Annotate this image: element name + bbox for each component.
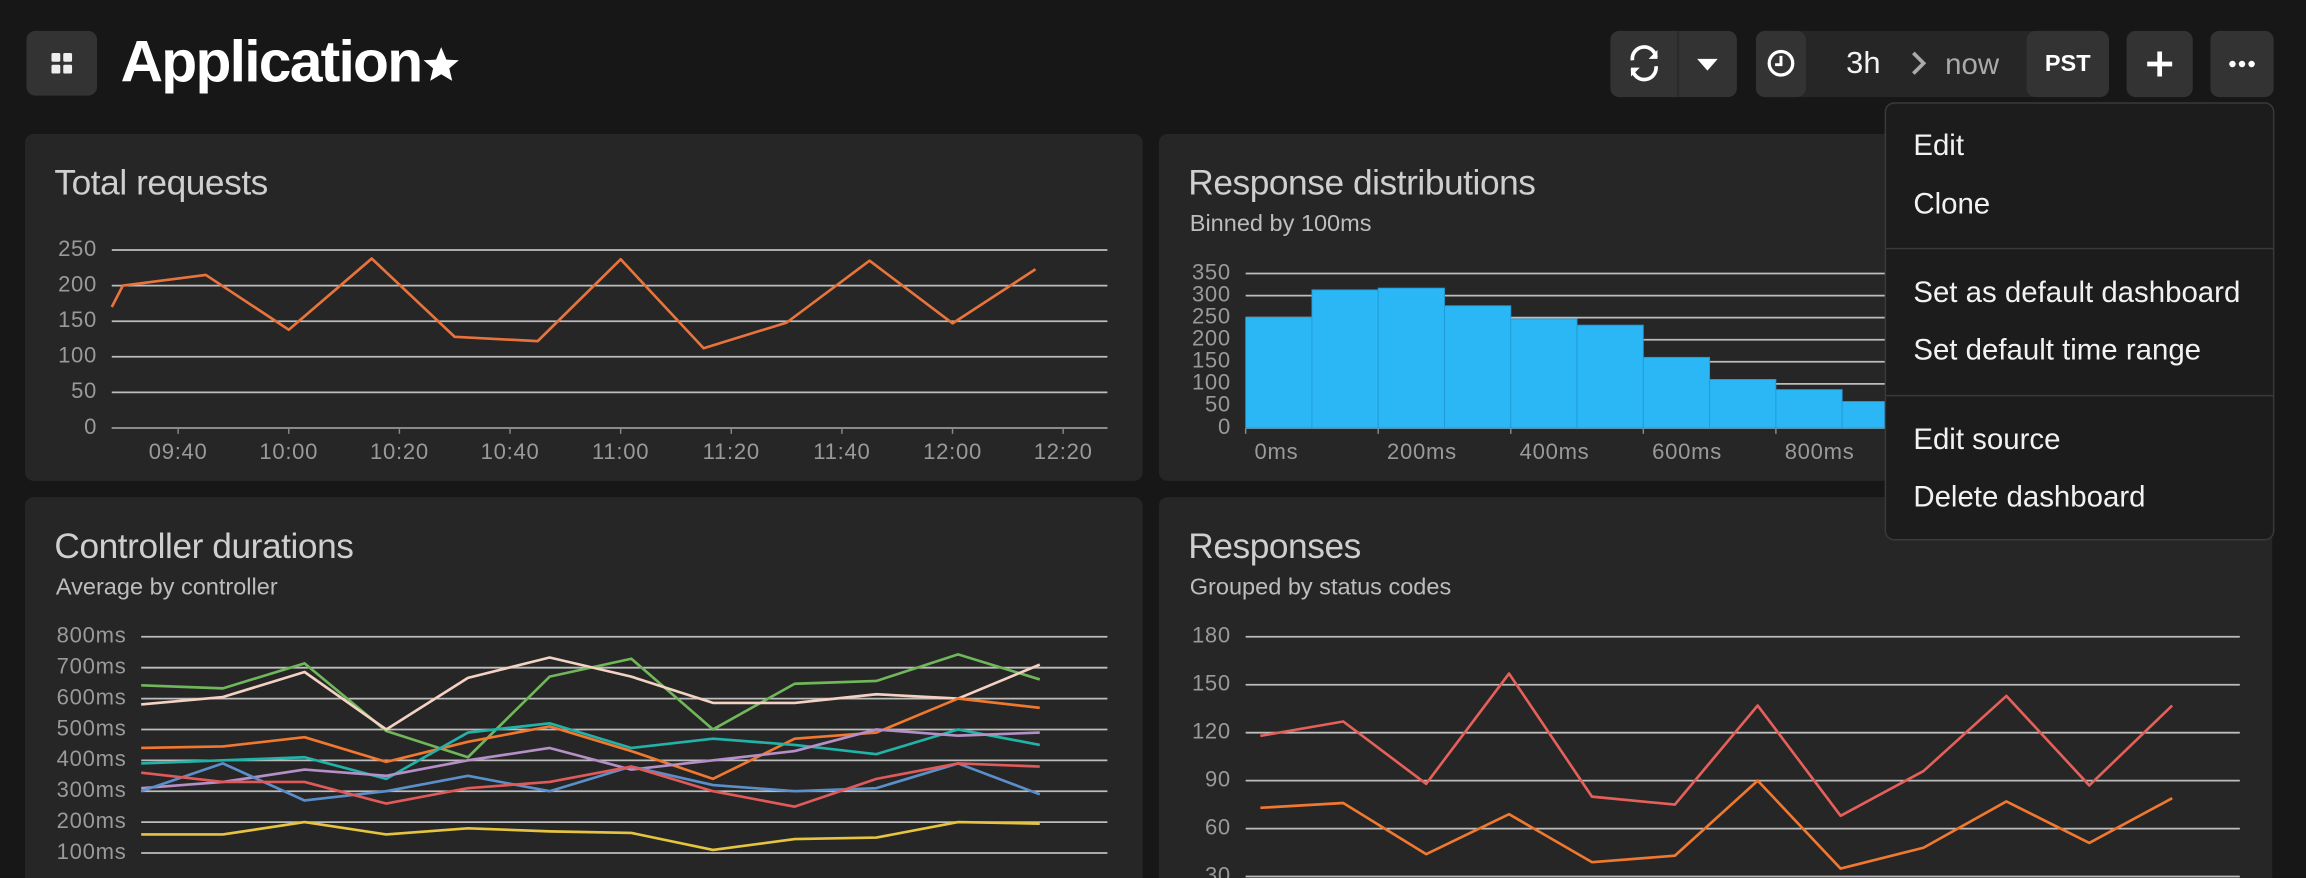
menu-item[interactable]: Edit: [1913, 129, 1964, 162]
y-tick-label: 250: [58, 236, 97, 261]
panel-title: Controller durations: [54, 527, 353, 566]
y-tick-label: 30: [1205, 862, 1231, 878]
favorite-star[interactable]: [423, 47, 459, 81]
y-tick-label: 350: [1192, 259, 1231, 284]
x-tick-label: 11:20: [703, 439, 760, 464]
panel-background: [25, 133, 1143, 481]
x-tick-label: 09:40: [149, 439, 208, 464]
y-tick-label: 0: [84, 414, 97, 439]
x-tick-label: 10:40: [481, 439, 540, 464]
y-tick-label: 400ms: [57, 746, 127, 771]
line-series: [1260, 779, 2173, 870]
y-tick-label: 200ms: [57, 808, 127, 833]
panel-subtitle: Average by controller: [56, 573, 278, 599]
line-series: [141, 820, 1040, 852]
x-tick-label: 0ms: [1254, 439, 1298, 464]
histogram-bar: [1245, 317, 1313, 429]
menu-item[interactable]: Set as default dashboard: [1913, 276, 2240, 309]
menu-item[interactable]: Clone: [1913, 188, 1990, 221]
line-series: [141, 762, 1040, 808]
y-tick-label: 250: [1192, 303, 1231, 328]
x-tick-label: 12:20: [1034, 439, 1093, 464]
panel-background: [1158, 497, 2273, 878]
panel: Total requests 0 50 100 150 200 250 09:40 10:00 1…: [25, 133, 1143, 481]
time-range: 3h: [1846, 45, 1880, 80]
panel-title: Total requests: [54, 164, 267, 203]
x-tick-label: 11:00: [592, 439, 649, 464]
y-tick-label: 0: [1218, 414, 1231, 439]
line-series: [110, 257, 1037, 350]
panel-title: Responses: [1188, 527, 1361, 566]
x-tick-label: 400ms: [1520, 439, 1590, 464]
panel-subtitle: Binned by 100ms: [1190, 210, 1372, 236]
y-tick-label: 800ms: [57, 623, 127, 648]
panel-subtitle: Grouped by status codes: [1190, 573, 1451, 599]
line-series: [141, 697, 1040, 781]
x-tick-label: 10:20: [370, 439, 429, 464]
panel: Controller durations Average by controlle…: [25, 497, 1143, 878]
y-tick-label: 200: [1192, 326, 1231, 351]
y-tick-label: 100: [58, 343, 97, 368]
menu-item[interactable]: Delete dashboard: [1913, 480, 2145, 513]
x-tick-label: 10:00: [259, 439, 318, 464]
line-series: [141, 728, 1040, 790]
y-tick-label: 500ms: [57, 715, 127, 740]
y-tick-label: 700ms: [57, 654, 127, 679]
add-panel-button[interactable]: [2126, 30, 2193, 98]
y-tick-label: 200: [58, 271, 97, 296]
refresh-dropdown[interactable]: [1697, 58, 1718, 71]
y-tick-label: 50: [1205, 392, 1231, 417]
dashboard-menu: Edit Clone Set as default dashboard Set def…: [1884, 102, 2275, 541]
histogram-bar: [1709, 378, 1777, 429]
y-tick-label: 300ms: [57, 777, 127, 802]
panel: Responses Grouped by status codes 30 60 90 12…: [1158, 497, 2273, 878]
line-series: [141, 721, 1041, 781]
x-tick-label: 12:00: [923, 439, 982, 464]
x-tick-label: 600ms: [1652, 439, 1722, 464]
histogram-bar: [1311, 289, 1379, 429]
y-tick-label: 180: [1192, 623, 1231, 648]
histogram-bar: [1377, 287, 1445, 429]
y-tick-label: 150: [1192, 348, 1231, 373]
y-tick-label: 120: [1192, 719, 1231, 744]
x-tick-label: 11:40: [813, 439, 870, 464]
line-series: [140, 762, 1041, 802]
line-series: [141, 656, 1041, 731]
x-tick-label: 200ms: [1387, 439, 1457, 464]
y-tick-label: 90: [1205, 766, 1231, 791]
dashboards-button[interactable]: [26, 30, 98, 96]
y-tick-label: 60: [1205, 814, 1231, 839]
more-button[interactable]: [2210, 30, 2274, 98]
line-series: [1260, 672, 2174, 818]
menu-item[interactable]: Edit source: [1913, 423, 2060, 456]
dashboard-title: Application: [121, 30, 422, 95]
y-tick-label: 50: [71, 378, 97, 403]
menu-item[interactable]: Set default time range: [1913, 333, 2201, 366]
time-end: now: [1945, 48, 2000, 81]
timezone: PST: [2045, 50, 2091, 76]
histogram-bar: [1510, 318, 1578, 429]
histogram-bar: [1642, 356, 1711, 429]
y-tick-label: 150: [58, 307, 97, 332]
histogram-bar: [1444, 305, 1512, 429]
refresh-button[interactable]: [1610, 30, 1737, 98]
time-range-picker[interactable]: [1755, 30, 2109, 98]
panel-title: Response distributions: [1188, 164, 1535, 203]
histogram-bar: [1775, 389, 1843, 429]
y-tick-label: 300: [1192, 281, 1231, 306]
x-tick-label: 800ms: [1785, 439, 1855, 464]
y-tick-label: 100: [1192, 370, 1231, 395]
histogram-bar: [1576, 324, 1644, 429]
y-tick-label: 600ms: [57, 684, 127, 709]
y-tick-label: 150: [1192, 671, 1231, 696]
y-tick-label: 100ms: [57, 839, 127, 864]
